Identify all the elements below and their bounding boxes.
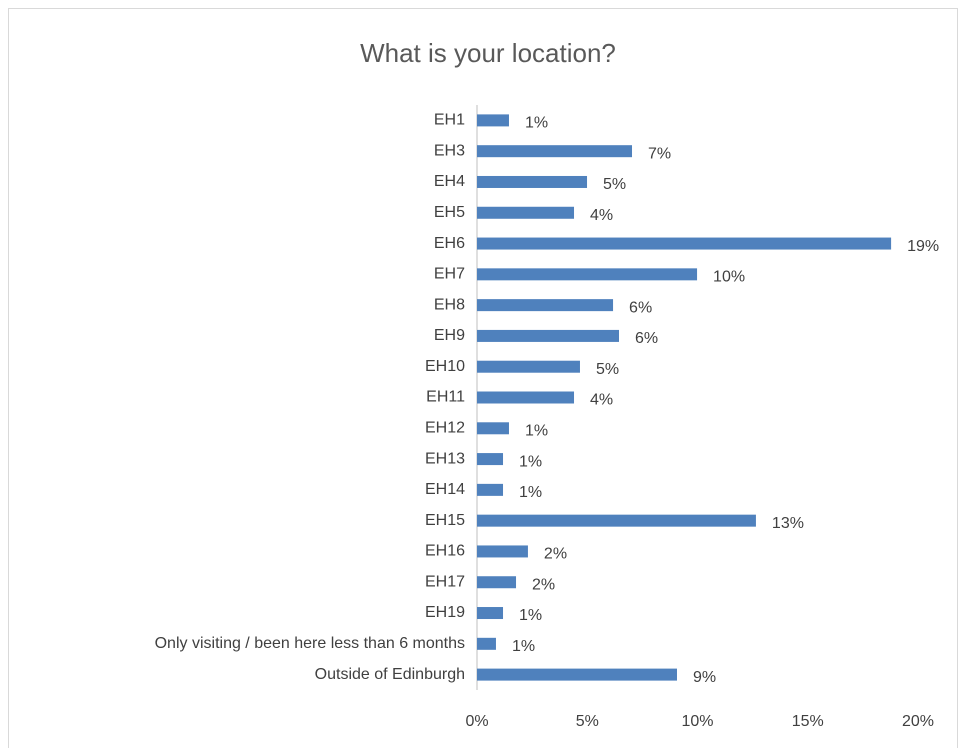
bar [477, 329, 620, 342]
y-tick-label: EH1 [434, 112, 465, 129]
y-tick-label: EH6 [434, 235, 465, 252]
bar [477, 637, 496, 650]
data-label: 1% [519, 453, 542, 470]
x-tick-label: 0% [465, 713, 488, 730]
y-tick-label: EH14 [425, 481, 465, 498]
data-label: 5% [603, 176, 626, 193]
bar [477, 114, 509, 127]
bar [477, 237, 892, 250]
bar [477, 422, 509, 435]
y-tick-label: EH5 [434, 204, 465, 221]
y-tick-label: EH3 [434, 142, 465, 159]
data-label: 6% [635, 330, 658, 347]
bar [477, 268, 698, 281]
data-label: 5% [596, 361, 619, 378]
bar [477, 299, 614, 312]
y-tick-label: EH7 [434, 266, 465, 283]
y-tick-label: EH12 [425, 420, 465, 437]
bar [477, 145, 633, 158]
y-tick-label: EH16 [425, 543, 465, 560]
y-tick-label: EH13 [425, 450, 465, 467]
y-tick-label: EH9 [434, 327, 465, 344]
data-label: 1% [525, 115, 548, 132]
y-tick-label: EH19 [425, 604, 465, 621]
data-label: 1% [525, 423, 548, 440]
bar [477, 607, 504, 620]
data-label: 1% [519, 607, 542, 624]
bar [477, 453, 504, 466]
data-label: 1% [512, 638, 535, 655]
y-tick-label: EH4 [434, 173, 465, 190]
data-label: 7% [648, 145, 671, 162]
data-label: 19% [907, 238, 939, 255]
data-label: 9% [693, 669, 716, 686]
bar [477, 391, 575, 404]
y-tick-label: EH11 [426, 389, 465, 406]
y-tick-label: EH10 [425, 358, 465, 375]
bar [477, 483, 504, 496]
data-label: 6% [629, 299, 652, 316]
data-label: 4% [590, 392, 613, 409]
y-tick-label: Outside of Edinburgh [315, 666, 465, 683]
y-tick-label: EH17 [425, 573, 465, 590]
data-label: 2% [532, 576, 555, 593]
chart-title: What is your location? [360, 38, 616, 68]
data-label: 2% [544, 546, 567, 563]
bar [477, 545, 528, 558]
bar [477, 206, 575, 219]
x-tick-label: 20% [902, 713, 934, 730]
x-tick-label: 10% [681, 713, 713, 730]
data-label: 13% [772, 515, 804, 532]
bar [477, 175, 588, 188]
bar [477, 360, 580, 373]
chart-border [8, 8, 958, 748]
bar [477, 514, 756, 527]
y-tick-label: Only visiting / been here less than 6 mo… [155, 635, 465, 652]
data-label: 4% [590, 207, 613, 224]
data-label: 10% [713, 269, 745, 286]
x-tick-label: 5% [576, 713, 599, 730]
x-tick-label: 15% [792, 713, 824, 730]
bar [477, 668, 677, 681]
bar [477, 576, 517, 589]
y-tick-label: EH15 [425, 512, 465, 529]
data-label: 1% [519, 484, 542, 501]
y-tick-label: EH8 [434, 296, 465, 313]
